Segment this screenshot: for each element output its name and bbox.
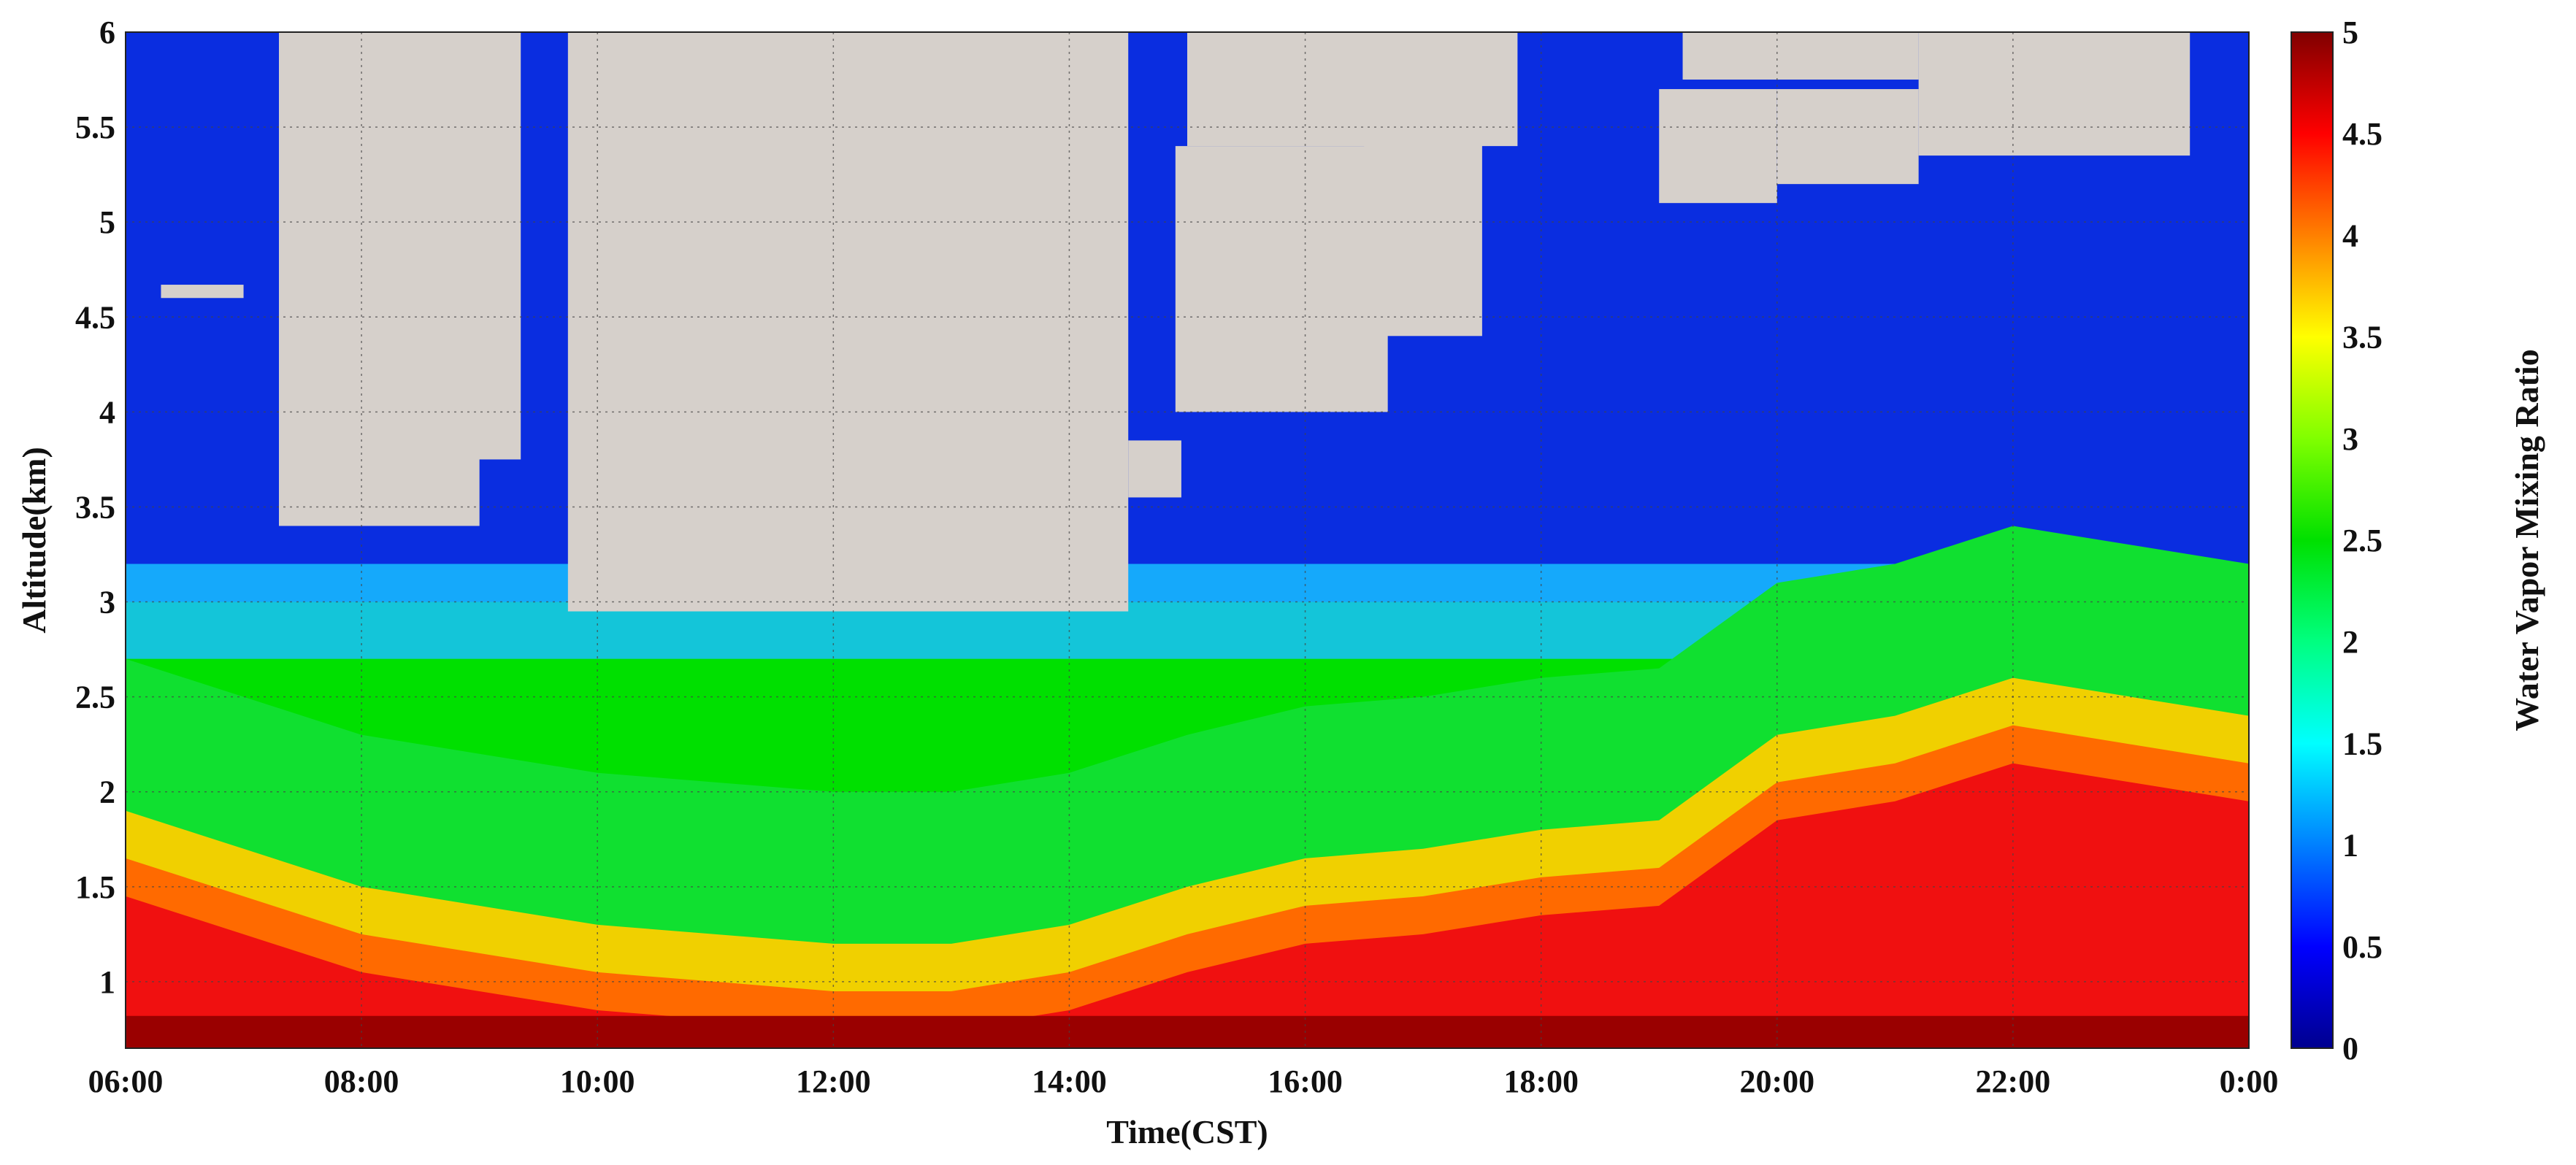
y-tick-label: 1.5	[75, 869, 115, 905]
colorbar-tick-label: 1	[2342, 828, 2358, 864]
colorbar-tick-label: 2	[2342, 624, 2358, 660]
colorbar-tick-label: 4	[2342, 218, 2358, 253]
y-tick-label: 4.5	[75, 299, 115, 335]
no-data-region	[161, 285, 244, 299]
colorbar	[2291, 31, 2334, 1049]
y-tick-label: 4	[99, 394, 115, 430]
no-data-region	[1128, 440, 1181, 498]
y-axis-label: Altitude(km)	[15, 447, 53, 634]
x-axis-label: Time(CST)	[1106, 1113, 1268, 1150]
plot-frame	[125, 31, 2250, 1049]
plot-area	[126, 32, 2249, 1048]
x-tick-label: 22:00	[1976, 1064, 2051, 1099]
x-tick-label: 20:00	[1739, 1064, 1814, 1099]
y-tick-label: 5.5	[75, 109, 115, 145]
no-data-region	[1682, 32, 1919, 80]
surface-saturated-layer	[126, 1015, 2249, 1048]
no-data-region	[567, 32, 1129, 612]
colorbar-tick-label: 5	[2342, 15, 2358, 50]
y-tick-label: 6	[99, 15, 115, 50]
no-data-region	[1918, 32, 2190, 156]
no-data-regions	[161, 32, 2190, 612]
no-data-region	[1175, 146, 1388, 412]
colorbar-tick-label: 1.5	[2342, 726, 2383, 761]
colorbar-tick-label: 4.5	[2342, 116, 2383, 152]
x-tick-label: 16:00	[1268, 1064, 1343, 1099]
x-tick-label: 14:00	[1032, 1064, 1107, 1099]
y-tick-label: 1	[99, 964, 115, 1000]
no-data-region	[1659, 89, 1777, 204]
grid-lines	[126, 32, 2249, 1048]
no-data-region	[1776, 89, 1919, 185]
x-tick-label: 18:00	[1503, 1064, 1579, 1099]
y-tick-label: 3	[99, 585, 115, 620]
colorbar-tick-label: 3	[2342, 421, 2358, 457]
y-axis-ticks: 1 1.5 2 2.5 3 3.5 4 4.5 5 5.5 6	[75, 15, 115, 1000]
x-axis-ticks: 06:00 08:00 10:00 12:00 14:00 16:00 18:00 20:00…	[88, 1064, 2279, 1099]
x-tick-label: 0:00	[2220, 1064, 2279, 1099]
y-tick-label: 3.5	[75, 489, 115, 525]
no-data-region	[279, 32, 480, 526]
x-tick-label: 12:00	[796, 1064, 871, 1099]
colorbar-label: Water Vapor Mixing Ratio	[2508, 349, 2545, 731]
no-data-region	[467, 32, 521, 460]
x-tick-label: 06:00	[88, 1064, 164, 1099]
y-tick-label: 2	[99, 774, 115, 810]
colorbar-tick-label: 0	[2342, 1031, 2358, 1066]
y-tick-label: 2.5	[75, 680, 115, 715]
moist-band-red	[126, 763, 2249, 1048]
x-tick-label: 10:00	[560, 1064, 635, 1099]
colorbar-tick-label: 0.5	[2342, 929, 2383, 965]
x-tick-label: 08:00	[324, 1064, 399, 1099]
colorbar-ticks: 0 0.5 1 1.5 2 2.5 3 3.5 4 4.5 5	[2342, 15, 2383, 1066]
colorbar-tick-label: 3.5	[2342, 320, 2383, 355]
no-data-region	[1364, 108, 1482, 337]
colorbar-tick-label: 2.5	[2342, 523, 2383, 558]
y-tick-label: 5	[99, 204, 115, 240]
